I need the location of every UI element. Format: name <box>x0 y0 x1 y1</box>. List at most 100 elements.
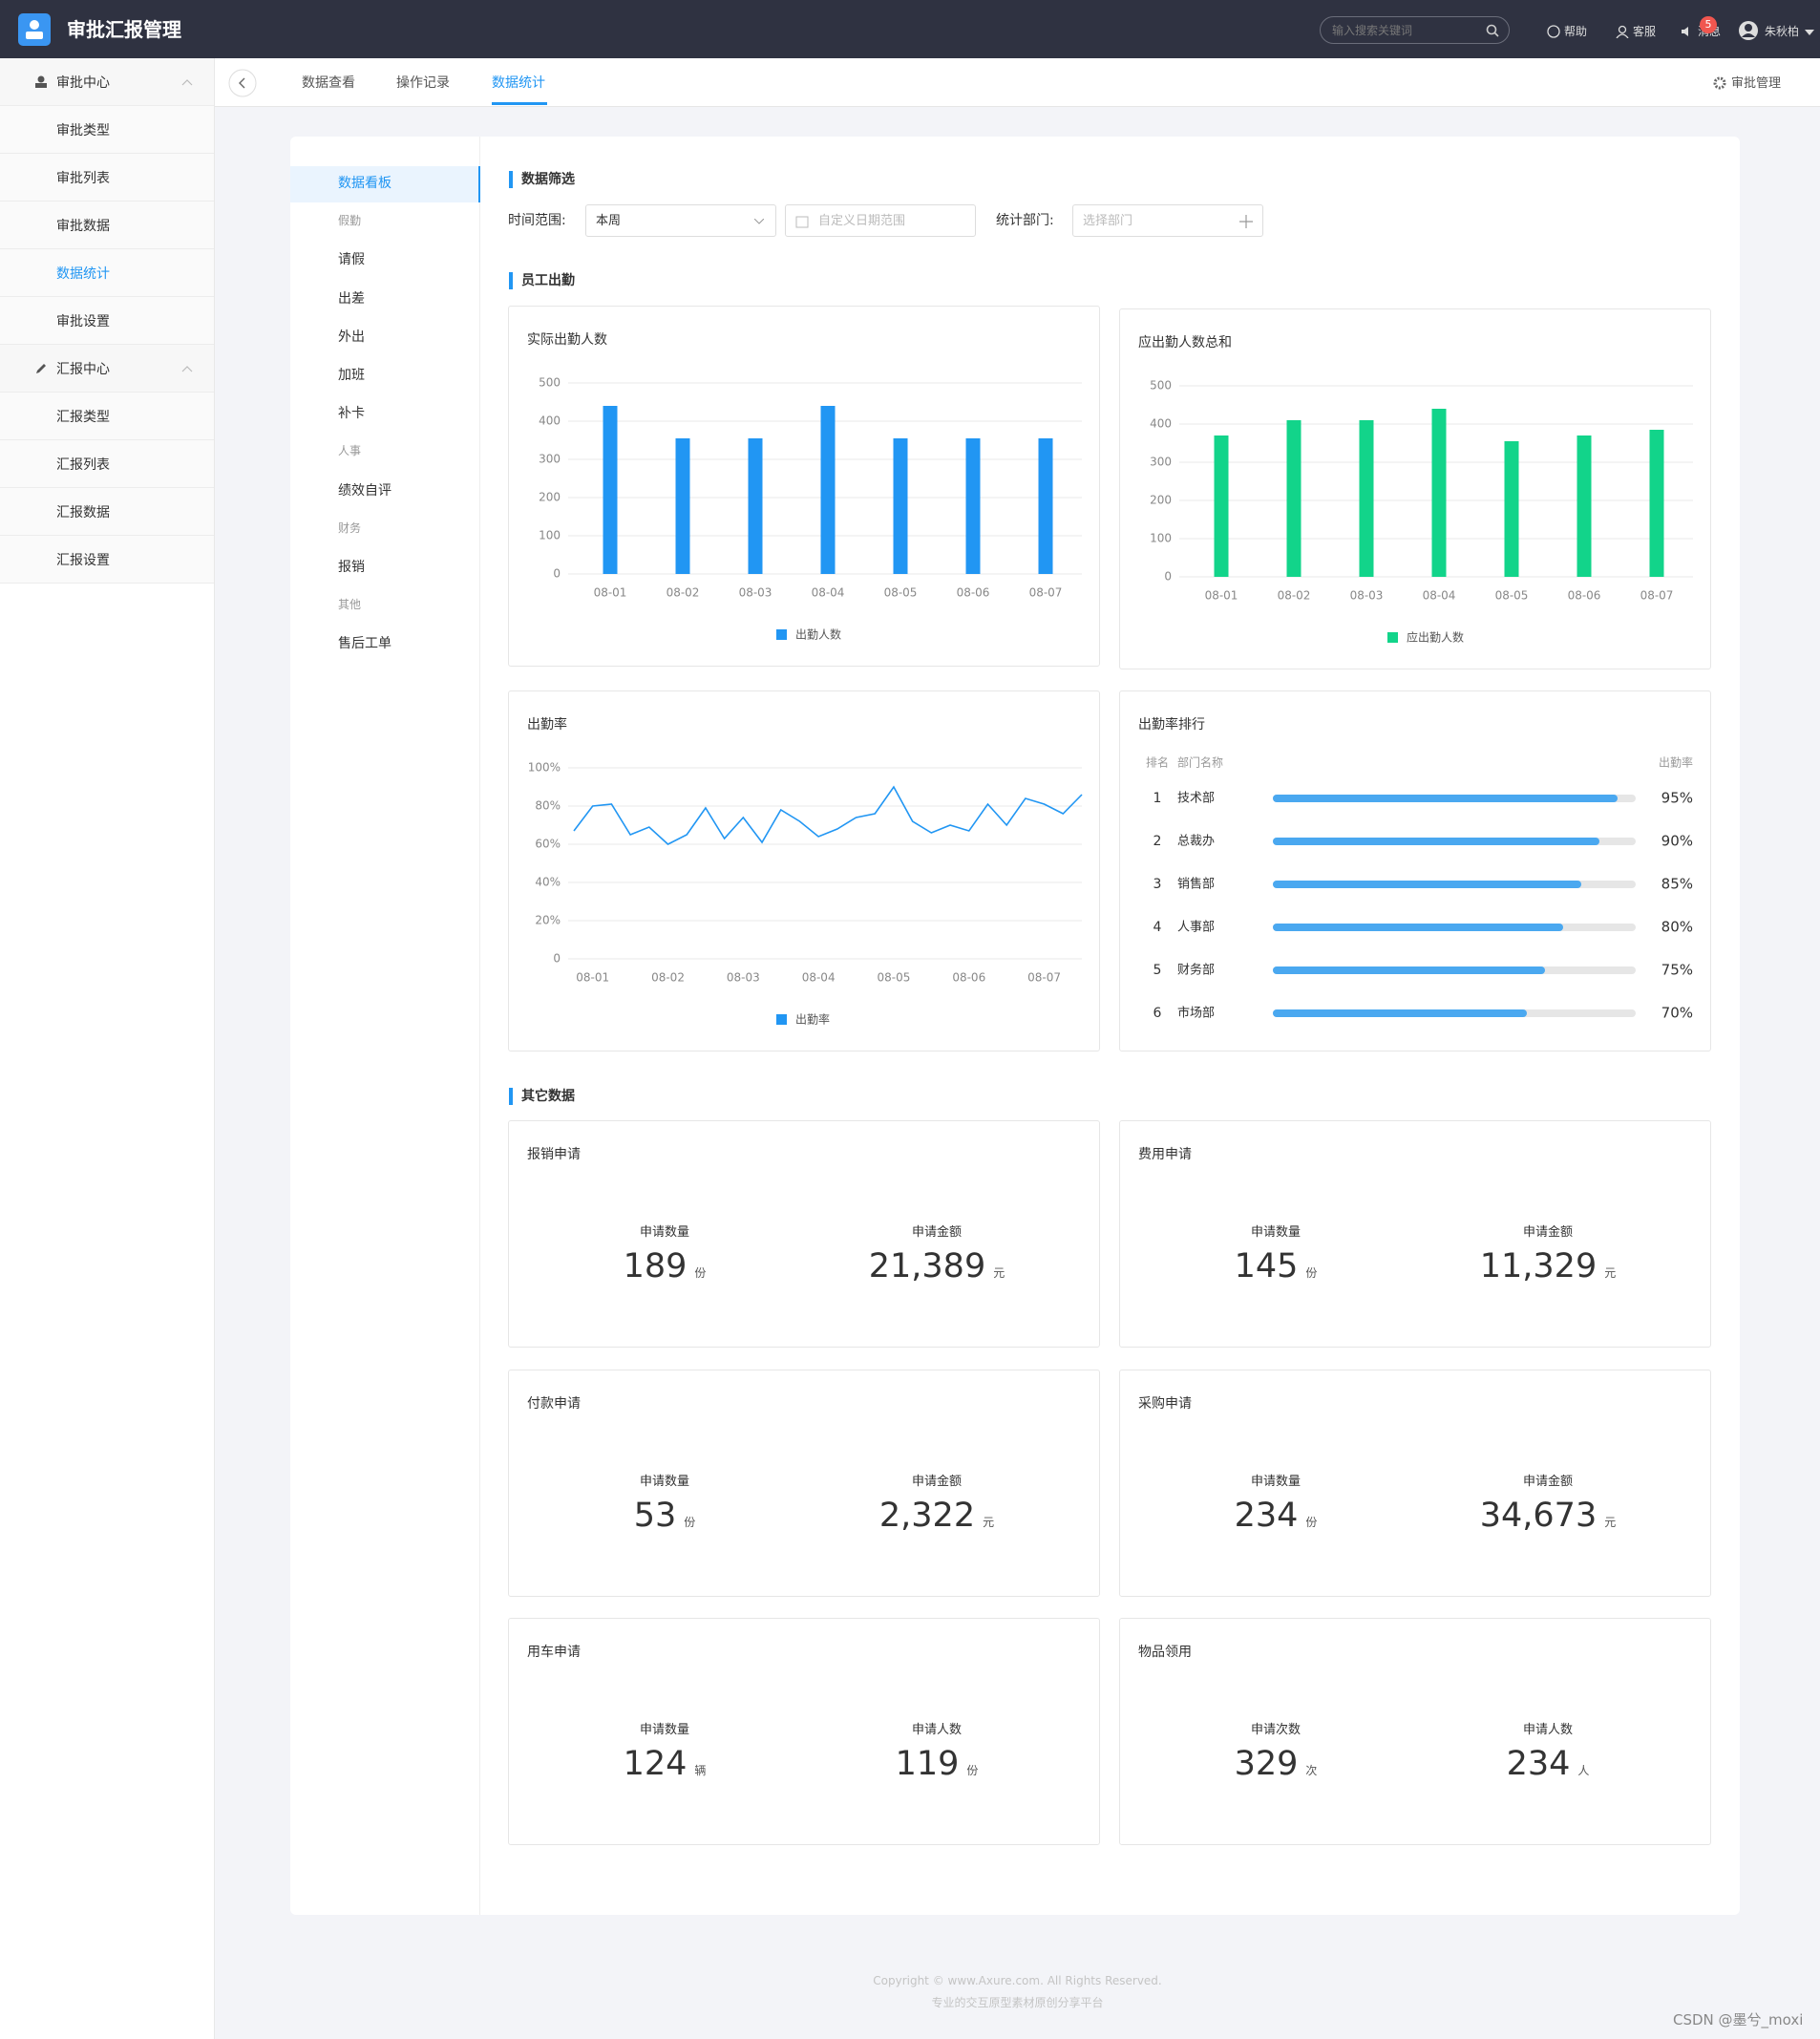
sub-nav-item[interactable]: 数据看板 <box>338 176 392 191</box>
graphic <box>181 366 193 372</box>
stat-value: 145 <box>1234 1247 1299 1285</box>
footer-text: Copyright © www.Axure.com. All Rights Re… <box>873 1974 1162 1987</box>
bar <box>1359 420 1374 577</box>
legend-label: 出勤人数 <box>795 627 841 642</box>
stat-unit: 份 <box>966 1764 979 1777</box>
x-tick-label: 08-05 <box>1495 589 1529 603</box>
value-label: 95% <box>1661 790 1693 807</box>
stat: 申请金额 34,673 元 <box>1414 1466 1682 1561</box>
chart-title: 应出勤人数总和 <box>1138 334 1232 350</box>
graphic: 出勤率 0 20% 40% 60% 80% 100% 08-01 08-02 08-03 08-04… <box>527 716 1083 1027</box>
stat-label: 申请金额 <box>1522 1225 1573 1240</box>
search-box[interactable]: 输入搜索关键词 <box>1320 16 1510 44</box>
menu-item[interactable]: 汇报数据 <box>0 488 214 536</box>
legend-swatch <box>1387 632 1398 643</box>
header-link[interactable]: 帮助 <box>1564 25 1588 38</box>
menu-item[interactable]: 审批数据 <box>0 202 214 249</box>
chart-card: 出勤率 0 20% 40% 60% 80% 100% 08-01 08-02 08-03 08-04… <box>508 690 1100 1051</box>
menu-group[interactable]: 审批中心 <box>0 58 214 106</box>
sub-nav-item[interactable]: 出差 <box>338 290 365 307</box>
graphic <box>1239 215 1253 228</box>
stat: 申请金额 2,322 元 <box>803 1466 1070 1561</box>
stat-label: 申请金额 <box>1522 1475 1573 1489</box>
service-icon <box>1618 25 1627 34</box>
main-card: 数据看板 假勤 请假 出差 外出 加班 补卡 人事 绩效自评 财务 报销 其他 售后工单 数据筛选 时间范围… <box>290 137 1740 1915</box>
menu-item[interactable]: 审批设置 <box>0 297 214 345</box>
sub-nav-item[interactable]: 售后工单 <box>338 636 392 652</box>
menu-group-label: 汇报中心 <box>56 362 110 377</box>
y-tick-label: 200 <box>1150 494 1172 507</box>
bar <box>1431 409 1447 577</box>
stat: 申请数量 145 份 <box>1142 1217 1409 1312</box>
tab[interactable]: 操作记录 <box>396 75 450 91</box>
sub-nav-item[interactable]: 请假 <box>338 252 365 268</box>
legend-swatch <box>776 629 787 640</box>
section-title: 其它数据 <box>521 1089 575 1104</box>
menu-item[interactable]: 汇报列表 <box>0 440 214 488</box>
x-tick-label: 08-06 <box>1568 589 1601 603</box>
sub-nav: 数据看板 假勤 请假 出差 外出 加班 补卡 人事 绩效自评 财务 报销 其他 售后工单 <box>290 137 480 1915</box>
menu-item[interactable]: 汇报设置 <box>0 536 214 584</box>
y-tick-label: 300 <box>539 453 561 466</box>
menu-item[interactable]: 数据统计 <box>0 249 214 297</box>
sub-nav-item[interactable]: 补卡 <box>338 406 365 422</box>
rank: 6 <box>1153 1006 1162 1021</box>
bar <box>1286 420 1302 577</box>
line <box>573 785 1083 845</box>
sub-nav-group: 人事 <box>338 444 362 458</box>
stat-value-row: 124 辆 <box>531 1745 798 1783</box>
stat-value: 53 <box>633 1497 677 1535</box>
select-arrow <box>754 219 764 224</box>
tab[interactable]: 数据查看 <box>302 75 355 91</box>
stamp-icon <box>35 83 47 88</box>
tab[interactable]: 数据统计 <box>492 75 545 91</box>
sub-nav-group: 其他 <box>338 598 362 612</box>
header-link[interactable]: 客服 <box>1633 25 1657 38</box>
sub-nav-item[interactable]: 绩效自评 <box>338 482 392 499</box>
menu-item[interactable]: 汇报类型 <box>0 393 214 440</box>
graphic <box>795 216 809 228</box>
graphic <box>1739 21 1758 40</box>
stat-card-title: 报销申请 <box>527 1147 581 1162</box>
chart-title: 出勤率 <box>527 716 567 733</box>
menu-item-label: 汇报数据 <box>56 505 110 520</box>
graphic <box>36 364 46 373</box>
tab-right[interactable]: 审批管理 <box>1731 76 1782 91</box>
stat-value-row: 2,322 元 <box>803 1497 1070 1535</box>
menu-item[interactable]: 审批类型 <box>0 106 214 154</box>
stat-card: 物品领用 申请次数 329 次 申请人数 234 人 <box>1119 1618 1711 1845</box>
section-marker <box>509 171 513 188</box>
stat: 申请次数 329 次 <box>1142 1714 1409 1810</box>
y-tick-label: 100% <box>528 761 561 775</box>
x-tick-label: 08-04 <box>802 971 836 985</box>
legend-label: 应出勤人数 <box>1407 630 1464 645</box>
dept-select[interactable]: 选择部门 <box>1072 204 1263 237</box>
menu-item[interactable]: 审批列表 <box>0 154 214 202</box>
bar <box>1273 838 1599 845</box>
logo-glyph <box>30 20 39 30</box>
help-icon <box>1547 25 1560 38</box>
stat-value-row: 189 份 <box>531 1247 798 1285</box>
graphic: 实际出勤人数 0 100 200 300 400 500 08-01 08-02 08-03 08-… <box>527 332 1082 642</box>
stat-label: 申请数量 <box>1250 1475 1301 1489</box>
avatar <box>1745 24 1752 32</box>
time-select[interactable]: 本周 <box>585 204 776 237</box>
back-button <box>239 77 245 89</box>
stat-card: 采购申请 申请数量 234 份 申请金额 34,673 元 <box>1119 1370 1711 1597</box>
top-bar: 审批汇报管理输入搜索关键词帮助客服消息5朱秋柏 <box>0 0 1820 58</box>
stat-unit: 份 <box>684 1516 696 1529</box>
x-tick-label: 08-03 <box>739 586 772 600</box>
graphic <box>1682 27 1688 36</box>
menu-group[interactable]: 汇报中心 <box>0 345 214 393</box>
date-range[interactable]: 自定义日期范围 <box>785 204 976 237</box>
y-tick-label: 400 <box>539 414 561 428</box>
stat: 申请金额 11,329 元 <box>1414 1217 1682 1312</box>
pencil-icon <box>36 364 46 373</box>
sub-nav-item[interactable]: 报销 <box>338 560 365 575</box>
sub-nav-item[interactable]: 加班 <box>338 368 365 383</box>
sub-nav-item[interactable]: 外出 <box>338 329 365 345</box>
section-marker <box>509 272 513 289</box>
user-name[interactable]: 朱秋柏 <box>1765 25 1800 38</box>
stat-unit: 份 <box>694 1266 707 1280</box>
